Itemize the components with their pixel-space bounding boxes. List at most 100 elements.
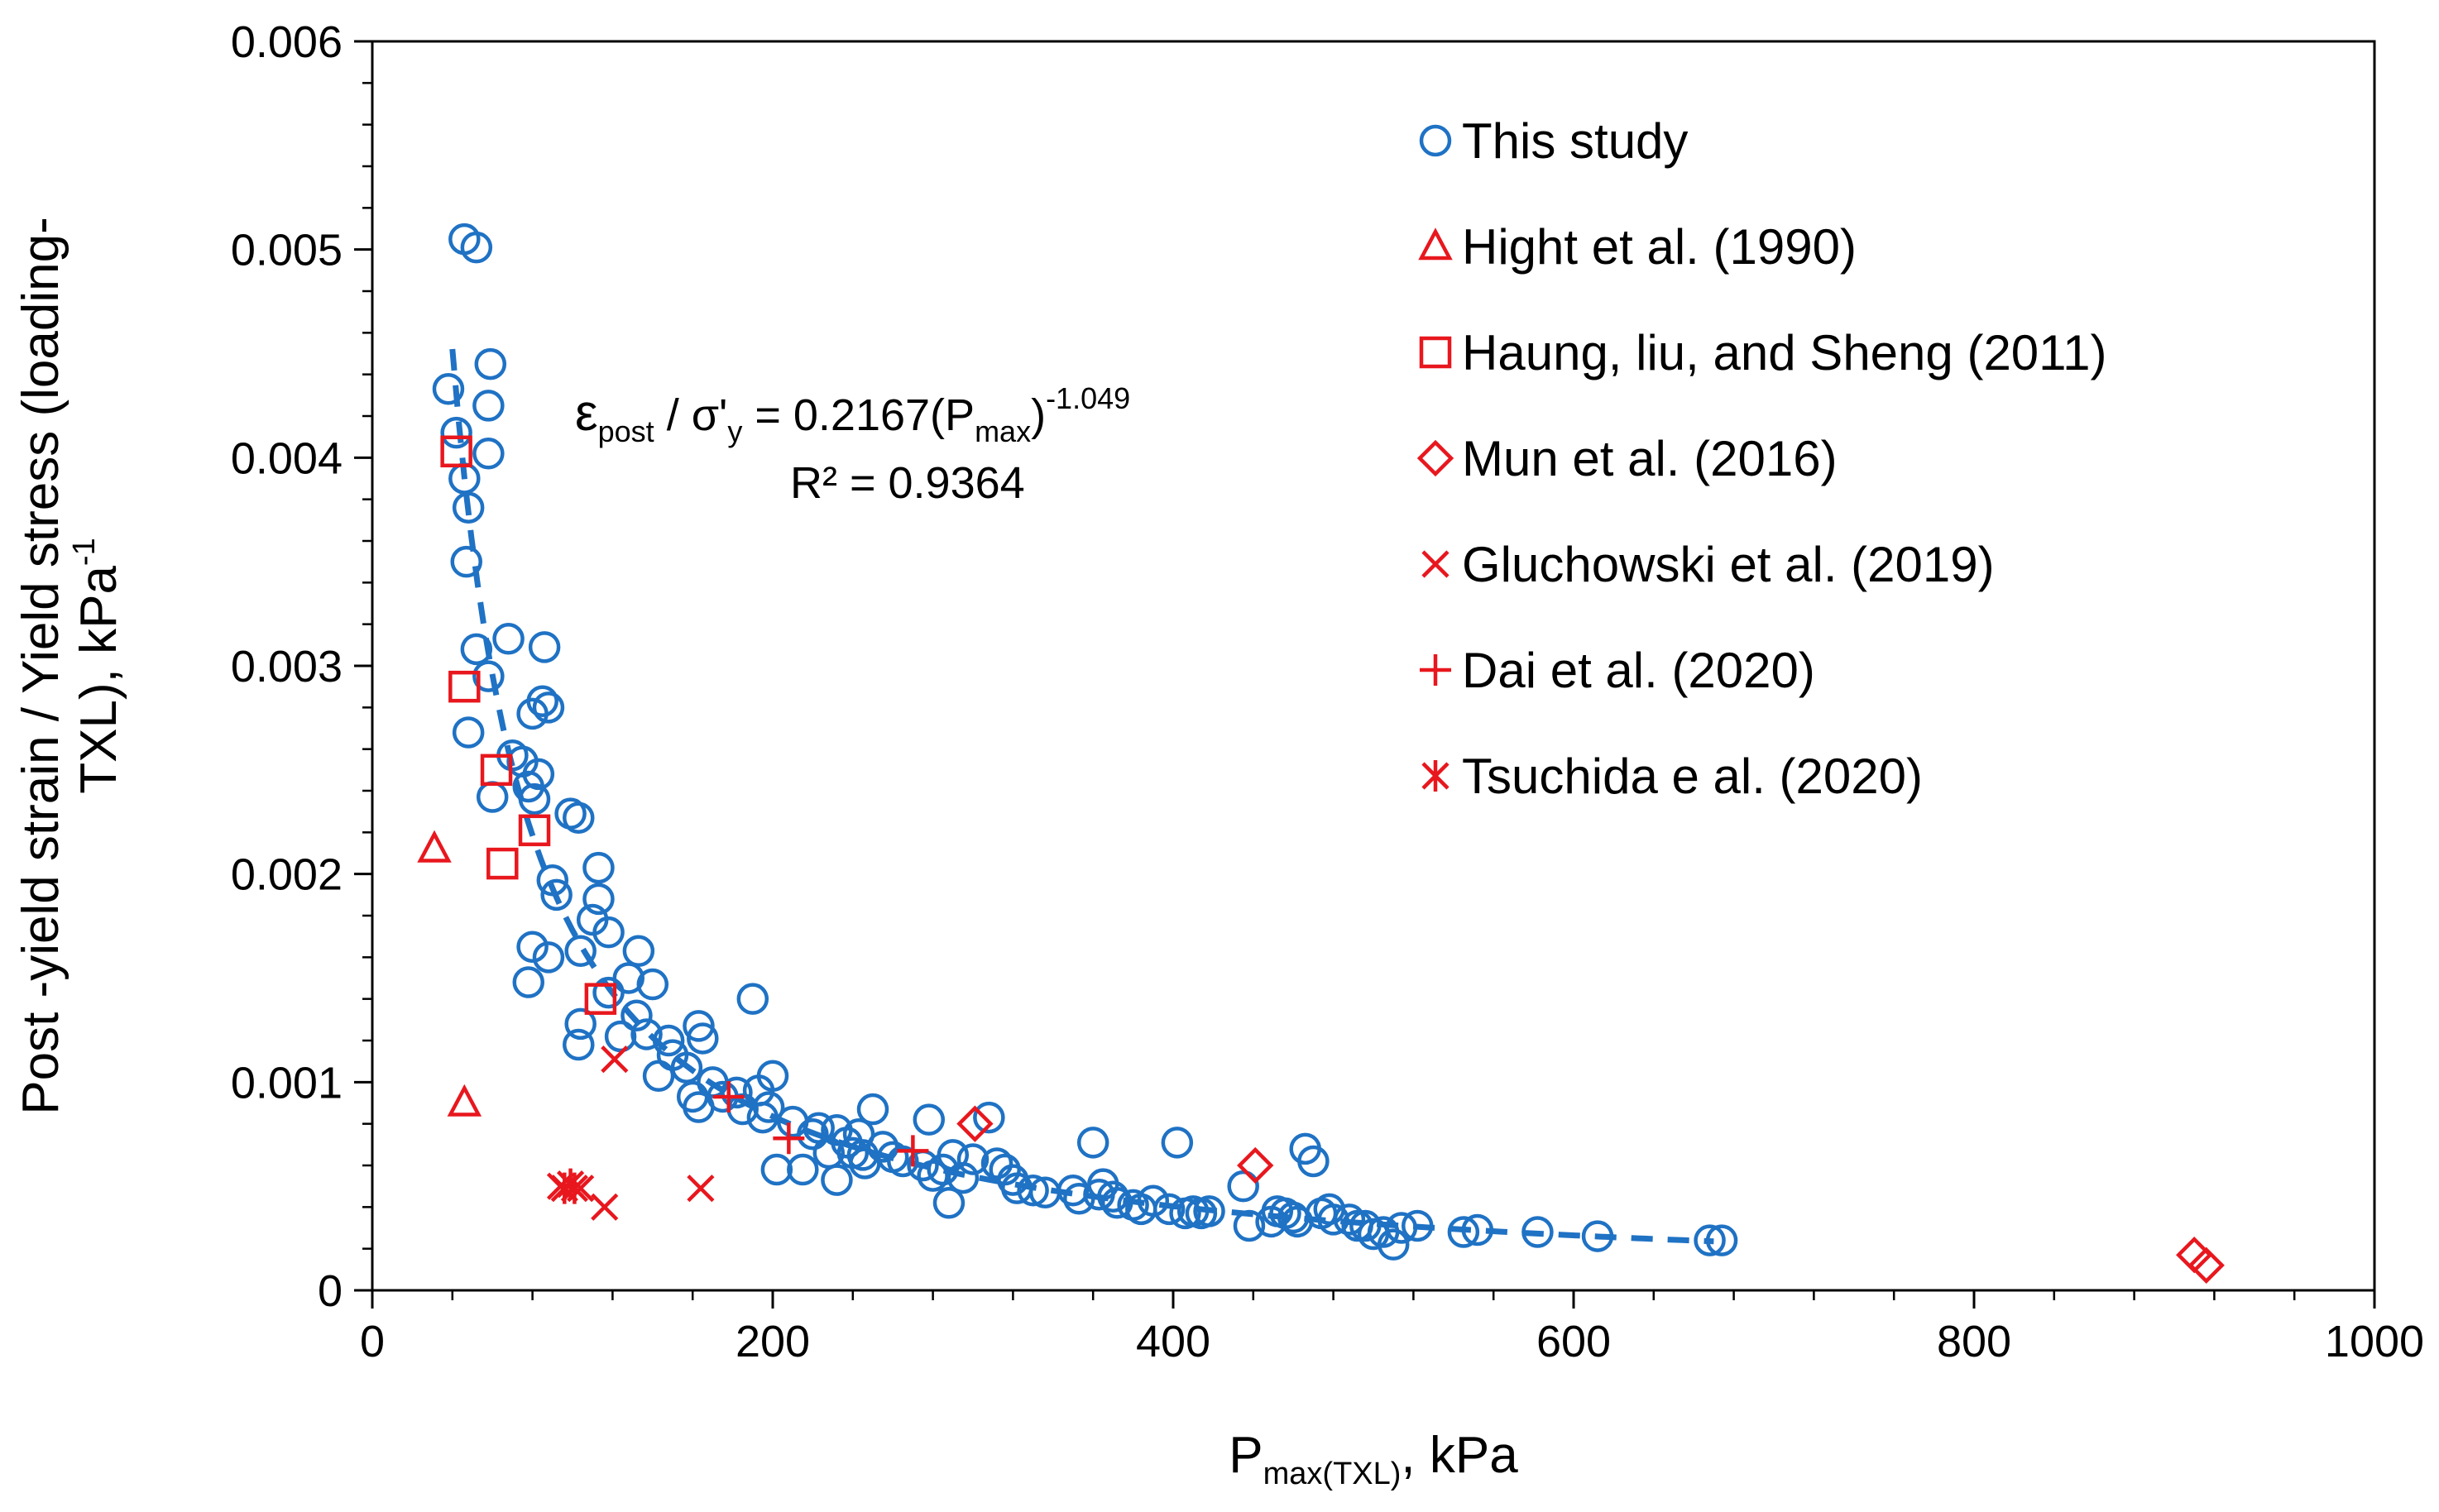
data-point (687, 1022, 719, 1055)
data-point (1161, 1127, 1194, 1159)
legend-item: Haung, liu, and Sheng (2011) (1419, 325, 2106, 380)
data-point (1227, 1170, 1259, 1203)
data-point (670, 1051, 703, 1084)
data-point (601, 1045, 629, 1074)
data-point (887, 1145, 919, 1178)
data-point (472, 438, 505, 470)
legend-label: Haung, liu, and Sheng (2011) (1462, 325, 2106, 380)
legend-marker (1419, 336, 1452, 369)
data-point (1377, 1228, 1410, 1261)
legend-item: Tsuchida e al. (2020) (1421, 749, 1923, 804)
y-tick-label: 0.004 (231, 433, 343, 483)
data-point (636, 968, 669, 1001)
series-3 (956, 1105, 2225, 1284)
data-point (591, 1193, 619, 1221)
axis-ticks: 0 200 400 600 800 1000 0 0.001 0.002 0.003 0.004 0.… (231, 17, 2424, 1366)
eq-rhs: = 0.2167(P (742, 390, 975, 440)
y-axis-title-line2-text: TXL), kPa (70, 566, 127, 794)
data-point (760, 1153, 793, 1186)
data-point (797, 1118, 829, 1151)
data-point (1017, 1174, 1049, 1207)
data-point (622, 935, 655, 968)
data-point (1521, 1216, 1554, 1248)
data-point (563, 1028, 595, 1061)
data-point (897, 1135, 929, 1167)
legend-marker (1419, 124, 1452, 157)
y-axis-title-sup: -1 (67, 538, 102, 566)
legend-marker (1420, 654, 1451, 686)
data-point (480, 754, 513, 787)
trendline-r2: R² = 0.9364 (790, 458, 1025, 508)
data-point (973, 1101, 1005, 1134)
data-point (721, 1076, 753, 1109)
series-5 (712, 1080, 929, 1167)
series-2 (440, 435, 617, 1015)
data-point (518, 814, 551, 847)
x-tick-label: 600 (1536, 1317, 1611, 1366)
eq-sigma: / σ' (654, 390, 728, 440)
legend-marker (1421, 550, 1450, 578)
data-point (1317, 1203, 1349, 1236)
eq-exponent: -1.049 (1046, 381, 1130, 415)
legend-item: Gluchowski et al. (2019) (1421, 537, 1995, 592)
y-tick-label: 0.006 (231, 17, 343, 67)
series-1 (417, 830, 482, 1117)
data-point (2187, 1246, 2225, 1284)
y-tick-label: 0.003 (231, 642, 343, 691)
data-point (472, 660, 505, 692)
data-marks (417, 222, 2225, 1284)
data-point (630, 1018, 663, 1050)
data-point (564, 1007, 597, 1041)
y-tick-label: 0.005 (231, 226, 343, 275)
plot-border (371, 40, 2376, 1292)
x-axis-title-sub: max(TXL) (1263, 1457, 1402, 1491)
data-point (440, 435, 472, 468)
series-0 (432, 222, 1738, 1261)
y-tick-label: 0.002 (231, 850, 343, 900)
legend-item: Hight et al. (1990) (1418, 219, 1857, 275)
data-point (563, 801, 595, 834)
legend-marker (1418, 227, 1453, 261)
x-axis-title-main: P (1229, 1427, 1263, 1484)
eq-close: ) (1031, 390, 1046, 440)
data-point (460, 633, 493, 666)
y-tick-label: 0.001 (231, 1058, 343, 1108)
data-point (432, 373, 465, 405)
data-point (1063, 1183, 1095, 1215)
data-point (1233, 1209, 1266, 1242)
eq-sub-y: y (727, 414, 742, 448)
data-point (1076, 1127, 1109, 1159)
eq-epsilon: ε (575, 385, 598, 442)
data-point (447, 1084, 482, 1117)
data-point (642, 1060, 675, 1093)
data-point (452, 716, 485, 749)
data-point (856, 1093, 889, 1126)
data-point (1100, 1187, 1133, 1219)
data-point (556, 1168, 585, 1200)
data-point (1097, 1180, 1129, 1213)
data-point (1297, 1145, 1330, 1178)
data-point (1152, 1193, 1186, 1226)
x-tick-label: 800 (1937, 1317, 2011, 1366)
y-axis-title-line1: Post -yield strain / Yield stress (loadi… (12, 217, 69, 1114)
data-point (1447, 1216, 1480, 1248)
data-point (564, 935, 597, 968)
data-point (980, 1147, 1013, 1179)
legend-label: Dai et al. (2020) (1462, 643, 1815, 698)
y-axis-title-line2: TXL), kPa-1 (67, 538, 127, 793)
legend-label: This study (1462, 113, 1688, 169)
data-point (652, 1024, 685, 1057)
data-point (821, 1164, 853, 1196)
data-point (584, 983, 617, 1015)
data-point (956, 1143, 989, 1175)
data-point (1193, 1195, 1225, 1227)
x-axis-title-unit: , kPa (1401, 1427, 1518, 1484)
data-point (516, 697, 549, 730)
data-point (582, 883, 615, 916)
data-point (452, 491, 485, 524)
data-point (1385, 1212, 1418, 1244)
data-point (842, 1118, 875, 1151)
data-point (773, 1122, 805, 1155)
data-point (913, 1103, 946, 1136)
